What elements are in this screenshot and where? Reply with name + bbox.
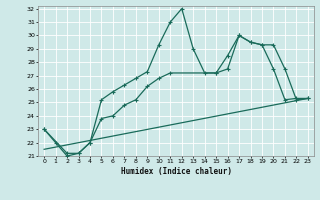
X-axis label: Humidex (Indice chaleur): Humidex (Indice chaleur) <box>121 167 231 176</box>
